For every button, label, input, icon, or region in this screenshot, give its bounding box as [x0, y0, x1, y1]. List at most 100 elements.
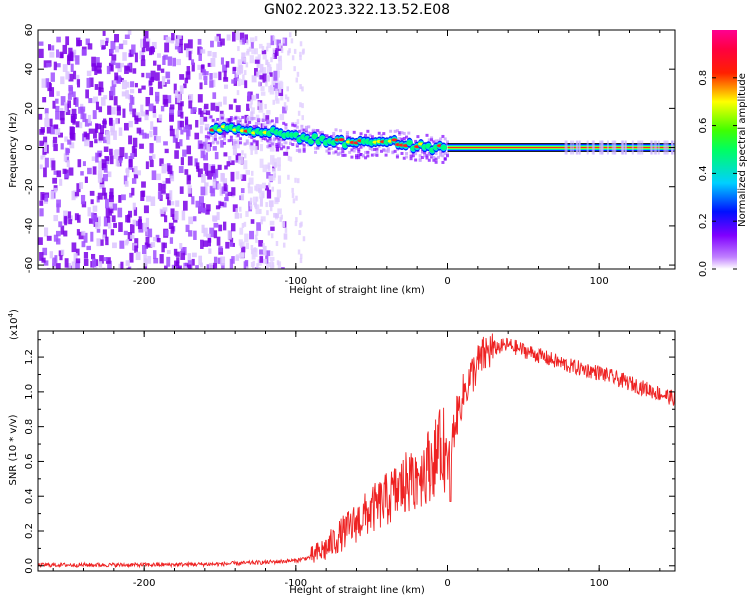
signal-haze [443, 151, 447, 155]
snr-y-axis-label: SNR (10 * v/v) [8, 414, 19, 485]
signal-haze [236, 116, 240, 120]
noise-cell [259, 158, 264, 168]
noise-cell [240, 188, 245, 194]
noise-cell [280, 214, 283, 220]
signal-haze [232, 122, 236, 126]
noise-cell [135, 251, 141, 261]
noise-cell [99, 125, 105, 135]
signal-haze [430, 153, 434, 157]
noise-cell [213, 256, 218, 263]
noise-cell [141, 47, 146, 53]
noise-cell [121, 80, 127, 90]
signal-haze [307, 143, 311, 147]
signal-haze [302, 147, 306, 151]
signal-haze [405, 152, 409, 156]
noise-cell [275, 241, 279, 247]
noise-cell [278, 60, 283, 71]
noise-cell [200, 49, 206, 54]
noise-cell [186, 264, 192, 269]
noise-cell [152, 105, 156, 114]
noise-cell [299, 41, 303, 47]
noise-cell [253, 247, 257, 253]
noise-cell [186, 66, 191, 75]
noise-cell [195, 200, 201, 208]
signal-haze [250, 136, 254, 140]
noise-cell [203, 75, 208, 81]
signal-cell [440, 145, 447, 151]
noise-cell [105, 207, 110, 218]
noise-cell [200, 149, 205, 159]
noise-cell [166, 79, 171, 84]
signal-haze [270, 119, 274, 123]
noise-cell [133, 166, 138, 176]
noise-cell [666, 140, 669, 155]
noise-cell [267, 61, 270, 67]
noise-cell [172, 218, 178, 223]
noise-cell [275, 146, 280, 152]
signal-haze [345, 135, 349, 139]
noise-cell [283, 139, 286, 145]
noise-cell [249, 204, 253, 210]
noise-cell [131, 187, 135, 196]
signal-haze [257, 122, 261, 126]
noise-cell [150, 46, 155, 55]
signal-haze [298, 129, 302, 133]
noise-cell [238, 239, 243, 246]
noise-cell [223, 183, 227, 192]
noise-cell [60, 117, 65, 125]
noise-cell [38, 237, 43, 245]
noise-cell [125, 66, 131, 71]
noise-cell [209, 185, 215, 194]
noise-cell [67, 139, 72, 145]
colorbar-tick-label: 0.6 [698, 118, 709, 134]
noise-cell [144, 114, 149, 121]
signal-haze [238, 137, 242, 141]
noise-cell [264, 185, 270, 191]
noise-cell [76, 183, 81, 193]
noise-cell [71, 108, 77, 115]
noise-cell [185, 48, 190, 58]
noise-cell [98, 106, 103, 113]
noise-cell [269, 86, 275, 95]
noise-cell [565, 140, 568, 155]
noise-cell [243, 57, 247, 63]
noise-cell [239, 227, 244, 235]
signal-haze [393, 129, 397, 133]
noise-cell [193, 216, 197, 222]
noise-cell [280, 93, 284, 101]
noise-cell [140, 38, 144, 48]
noise-cell [147, 243, 153, 248]
noise-cell [127, 63, 132, 69]
signal-haze [368, 133, 372, 137]
signal-haze [218, 122, 222, 126]
signal-haze [339, 151, 343, 155]
signal-haze [405, 155, 409, 159]
noise-cell [99, 87, 104, 93]
noise-cell [223, 84, 228, 89]
noise-cell [175, 142, 181, 149]
noise-cell [275, 88, 278, 94]
signal-haze [386, 147, 390, 151]
noise-cell [89, 77, 94, 87]
noise-cell [134, 82, 138, 88]
noise-cell [193, 230, 197, 240]
noise-cell [177, 35, 182, 43]
noise-cell [217, 183, 222, 189]
signal-haze [339, 147, 343, 151]
noise-cell [241, 37, 246, 45]
noise-cell [270, 233, 274, 239]
signal-haze [430, 155, 434, 159]
noise-cell [53, 170, 59, 175]
noise-cell [277, 175, 282, 184]
noise-cell [193, 107, 197, 112]
signal-haze [427, 138, 431, 142]
noise-cell [250, 261, 254, 267]
signal-haze [295, 148, 299, 152]
noise-cell [212, 215, 217, 222]
noise-cell [75, 121, 80, 128]
noise-cell [273, 70, 278, 81]
noise-cell [217, 41, 223, 47]
noise-cell [96, 62, 102, 68]
noise-cell [254, 68, 258, 76]
noise-cell [167, 196, 171, 206]
